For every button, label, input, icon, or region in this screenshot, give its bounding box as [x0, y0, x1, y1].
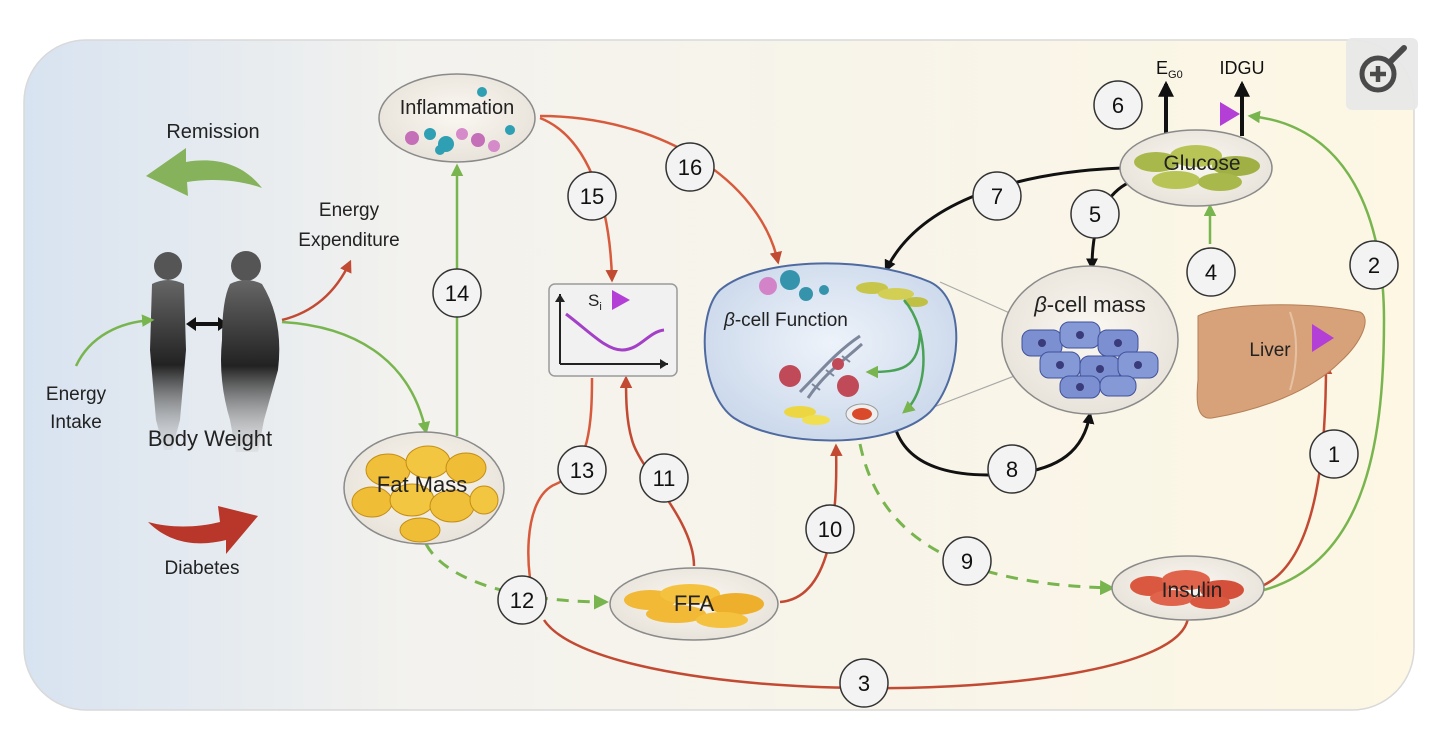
insulin-node: Insulin	[1111, 555, 1265, 621]
number-badge: 4	[1186, 247, 1236, 297]
energy-intake-label-2: Intake	[50, 412, 102, 433]
glucose-node: Glucose	[1119, 129, 1273, 207]
ffa-label: FFA	[674, 591, 715, 616]
idgu-play-icon	[1220, 102, 1240, 126]
lipid-droplets-icon	[856, 282, 928, 307]
arrow-2	[1247, 110, 1386, 592]
svg-text:14: 14	[445, 281, 469, 306]
insulin-molecules-icon	[1130, 570, 1244, 609]
svg-text:11: 11	[653, 466, 676, 491]
bodyweight-to-fatmass-arrow	[281, 320, 431, 435]
svg-text:10: 10	[818, 517, 842, 542]
number-badge: 10	[805, 504, 855, 554]
svg-text:5: 5	[1089, 202, 1101, 227]
dna-helix-icon	[798, 334, 864, 399]
protein-icon	[779, 358, 859, 397]
inflammation-node: Inflammation	[378, 73, 536, 163]
si-play-icon	[612, 290, 630, 310]
svg-text:8: 8	[1006, 457, 1018, 482]
energy-expenditure-label-2: Expenditure	[298, 230, 399, 251]
number-badge: 11	[639, 453, 689, 503]
zoom-in-icon[interactable]	[1346, 38, 1418, 110]
ffa-node: FFA	[609, 567, 779, 641]
eg0-label: EG0	[1156, 58, 1183, 81]
svg-text:13: 13	[570, 458, 594, 483]
remission-label: Remission	[166, 121, 259, 143]
insulin-sensitivity-node: Si	[548, 283, 678, 377]
beta-cells-icon	[1021, 321, 1159, 399]
beta-mass-label: β-cell mass	[1033, 292, 1146, 317]
fat-mass-label: Fat Mass	[377, 472, 467, 497]
svg-text:1: 1	[1328, 442, 1340, 467]
liver-label: Liver	[1249, 340, 1291, 361]
number-badge: 3	[839, 658, 889, 708]
fat-cells-icon	[351, 445, 499, 543]
obese-person-icon	[221, 251, 280, 452]
number-badge: 6	[1093, 80, 1143, 130]
virus-icon	[405, 87, 515, 155]
si-label: Si	[588, 291, 602, 313]
arrow-1	[1261, 361, 1333, 588]
virus-cluster-icon	[759, 270, 829, 301]
svg-text:15: 15	[580, 184, 604, 209]
ffa-droplets-icon	[624, 584, 764, 628]
beta-internal-arrow-1	[865, 329, 922, 379]
mitochondria-icon	[845, 403, 879, 425]
number-badge: 7	[972, 171, 1022, 221]
svg-text:6: 6	[1112, 93, 1124, 118]
inflammation-label: Inflammation	[400, 97, 515, 119]
number-badge: 15	[567, 171, 617, 221]
fat-mass-node: Fat Mass	[343, 431, 505, 545]
svg-text:9: 9	[961, 549, 973, 574]
svg-text:7: 7	[991, 184, 1003, 209]
number-badge: 8	[987, 444, 1037, 494]
body-weight-label: Body Weight	[148, 426, 272, 451]
energy-expenditure-arrow	[281, 259, 352, 322]
granules-icon	[784, 406, 830, 425]
svg-text:16: 16	[678, 155, 702, 180]
liver-node: Liver	[1196, 304, 1366, 419]
svg-text:3: 3	[858, 671, 870, 696]
number-badge: 9	[942, 536, 992, 586]
diabetes-arrow-icon	[148, 506, 258, 554]
beta-function-label: β-cell Function	[723, 310, 848, 331]
liver-play-icon	[1312, 324, 1334, 352]
energy-expenditure-label-1: Energy	[319, 200, 380, 221]
glucose-molecules-icon	[1134, 145, 1260, 191]
beta-cell-function-node: β-cell Function	[703, 262, 958, 442]
arrow-11	[619, 375, 696, 567]
arrow-9	[858, 443, 1115, 596]
number-badge: 14	[432, 268, 482, 318]
number-badge: 12	[497, 575, 547, 625]
glucose-label: Glucose	[1163, 152, 1240, 175]
number-badge: 2	[1349, 240, 1399, 290]
insulin-label: Insulin	[1162, 579, 1223, 602]
number-badge: 16	[665, 142, 715, 192]
remission-arrow-icon	[146, 148, 262, 196]
beta-internal-arrow-2	[902, 299, 925, 414]
energy-intake-label-1: Energy	[46, 384, 107, 405]
number-badge: 5	[1070, 189, 1120, 239]
svg-text:2: 2	[1368, 253, 1380, 278]
number-badge: 13	[557, 445, 607, 495]
diabetes-label: Diabetes	[165, 558, 240, 579]
beta-cell-mass-node: β-cell mass	[1001, 265, 1179, 415]
svg-text:4: 4	[1205, 260, 1217, 285]
slim-person-icon	[150, 252, 186, 450]
energy-intake-arrow	[74, 314, 155, 367]
arrow-13	[527, 377, 594, 605]
number-badge: 1	[1309, 429, 1359, 479]
idgu-label: IDGU	[1220, 58, 1265, 78]
svg-text:12: 12	[510, 588, 534, 613]
